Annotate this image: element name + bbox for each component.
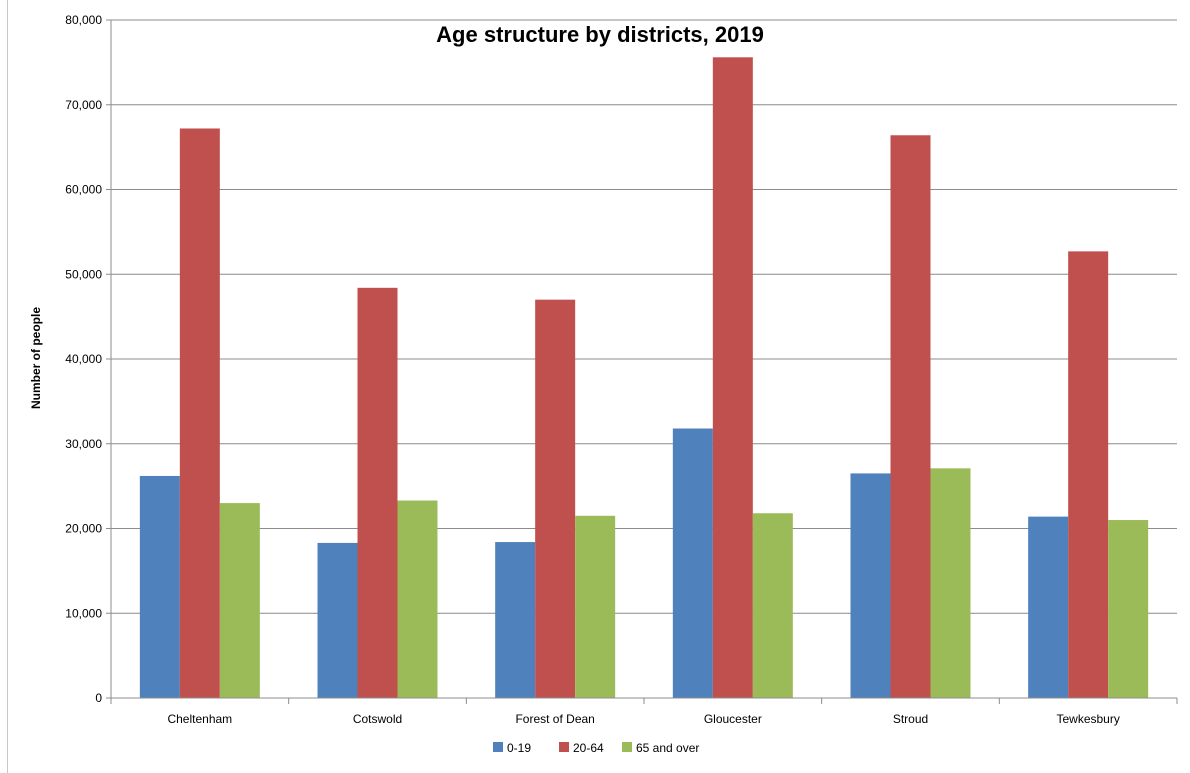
y-tick-label: 60,000 [65,183,102,197]
y-axis-title: Number of people [29,307,43,409]
legend-swatch [622,742,632,752]
bar-20-64-tewkesbury [1068,251,1109,698]
legend-swatch [559,742,569,752]
bar-65-and-over-cheltenham [219,503,260,698]
legend-item: 20-64 [559,741,604,755]
y-tick-label: 0 [95,691,102,705]
legend-label: 65 and over [636,741,699,755]
x-tick-label: Cotswold [353,712,402,726]
x-tick-label: Forest of Dean [515,712,594,726]
gridlines [106,19,1177,699]
legend-item: 0-19 [493,741,531,755]
bar-65-and-over-forest-of-dean [575,515,616,698]
bar-0-19-gloucester [672,428,713,698]
bar-20-64-cheltenham [179,128,220,699]
bar-65-and-over-tewkesbury [1108,520,1149,698]
legend-label: 20-64 [573,741,604,755]
bar-0-19-stroud [850,473,891,698]
y-tick-label: 40,000 [65,352,102,366]
axes [110,20,1178,704]
y-tick-label: 80,000 [65,13,102,27]
x-tick-labels: Cheltenham Cotswold Forest of Dean Gloucest… [167,712,1119,726]
y-tick-label: 10,000 [65,606,102,620]
bar-0-19-forest-of-dean [495,542,536,698]
bar-65-and-over-gloucester [752,513,793,698]
bar-65-and-over-stroud [930,468,971,698]
y-tick-label: 30,000 [65,437,102,451]
bar-65-and-over-cotswold [397,500,438,698]
bar-20-64-gloucester [712,57,753,699]
bar-0-19-tewkesbury [1028,516,1069,698]
y-tick-label: 20,000 [65,522,102,536]
legend-swatch [493,742,503,752]
bars [139,57,1149,699]
page-left-rule [7,0,8,773]
legend: 0-19 20-64 65 and over [493,741,699,755]
legend-label: 0-19 [507,741,531,755]
x-tick-label: Cheltenham [167,712,232,726]
x-tick-label: Gloucester [704,712,762,726]
chart-title: Age structure by districts, 2019 [436,22,764,47]
bar-20-64-cotswold [357,287,398,698]
x-tick-label: Tewkesbury [1056,712,1119,726]
legend-item: 65 and over [622,741,699,755]
y-tick-labels: 0 10,000 20,000 30,000 40,000 50,000 60,000 70,… [65,13,102,705]
y-tick-label: 70,000 [65,98,102,112]
bar-20-64-forest-of-dean [535,299,576,698]
bar-0-19-cheltenham [139,475,180,698]
y-tick-label: 50,000 [65,267,102,281]
bar-20-64-stroud [890,135,931,698]
bar-0-19-cotswold [317,542,358,698]
x-tick-label: Stroud [893,712,928,726]
